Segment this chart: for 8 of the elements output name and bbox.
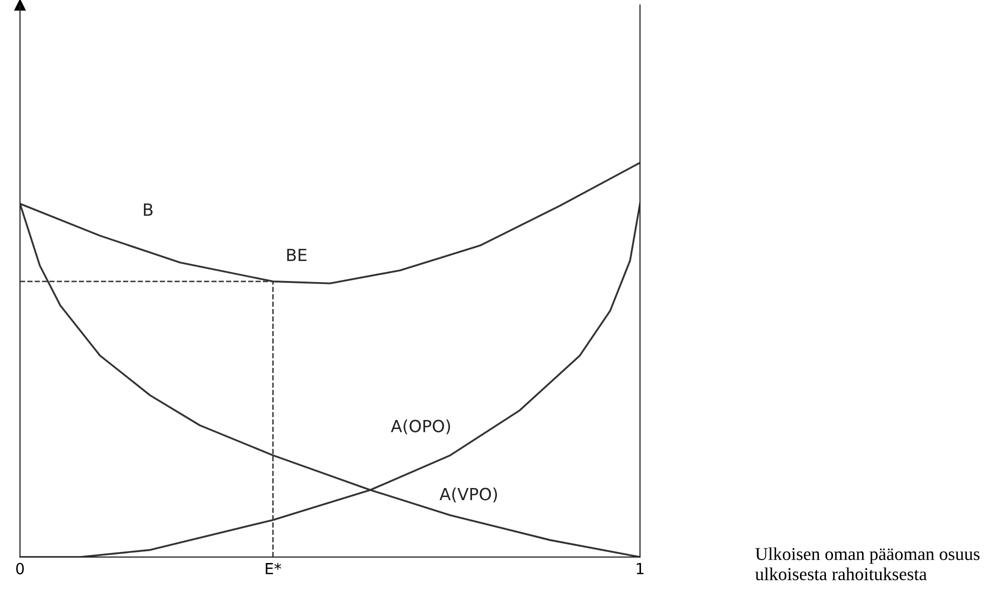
series-label: A(OPO) xyxy=(390,419,450,434)
x-tick-label: 0 xyxy=(16,562,24,574)
x-tick-label: 1 xyxy=(636,563,644,574)
series-label: B xyxy=(144,204,153,216)
series-label: A(VPO) xyxy=(440,488,497,502)
text: Ulkoisen oman pääoman osuus ulkoisesta rahoituksesta xyxy=(755,547,980,580)
x-tick-label: E* xyxy=(266,562,282,574)
annotation: BE xyxy=(287,248,306,262)
